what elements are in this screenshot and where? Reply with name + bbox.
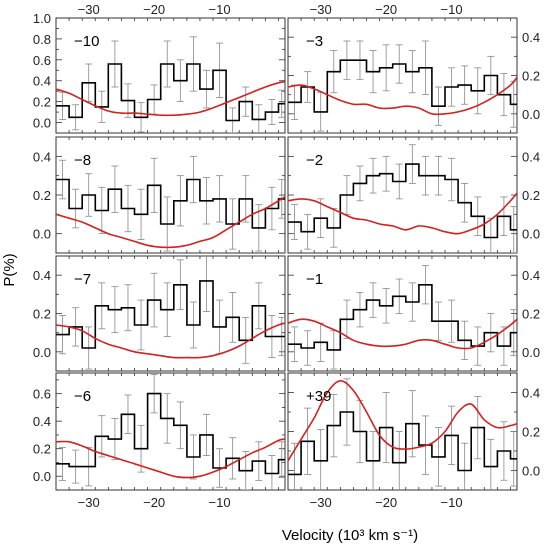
model-flux-curve <box>56 196 285 249</box>
panel-epoch-label: −2 <box>306 152 323 169</box>
x-tick-label-bottom: −30 <box>78 495 100 510</box>
polarization-histogram <box>288 163 517 239</box>
y-tick-label: 0.2 <box>33 442 51 457</box>
y-tick-label: 0.2 <box>33 307 51 322</box>
y-tick-label: 0.0 <box>522 345 540 360</box>
plot-area <box>56 256 285 370</box>
y-tick-label: 0.2 <box>33 188 51 203</box>
plot-area <box>288 144 517 253</box>
y-tick-label: 0.2 <box>522 307 540 322</box>
panels-group: −30 −20 −10 0.0 0.2 0.4 0.6 0.8 1.0 −10 −30 −20 −10 0… <box>33 2 540 510</box>
y-tick-label: 1.0 <box>33 11 51 26</box>
panel-frame <box>55 372 286 491</box>
panel-epoch-label: −8 <box>74 152 91 169</box>
y-tick-label: 0.6 <box>33 53 51 68</box>
plot-area <box>56 373 285 490</box>
y-tick-label: 0.4 <box>522 30 540 45</box>
panel-left-3: 0.0 0.2 0.4 −7 <box>33 255 286 372</box>
plot-area <box>288 378 517 490</box>
plot-area <box>56 36 285 133</box>
y-tick-label: 0.0 <box>522 107 540 122</box>
polarization-histogram <box>56 178 285 229</box>
x-tick-label-top: −30 <box>78 2 100 17</box>
x-tick-label-bottom: −10 <box>209 495 231 510</box>
y-tick-label: 0.6 <box>33 387 51 402</box>
y-tick-label: 0.4 <box>522 386 540 401</box>
panel-right-4: −30 −20 −10 0.0 0.2 0.4 +39 <box>287 372 540 510</box>
plot-area <box>288 265 517 370</box>
x-tick-label-top: −20 <box>143 2 165 17</box>
model-flux-curve <box>288 380 517 462</box>
y-tick-label: 0.2 <box>522 425 540 440</box>
panel-epoch-label: −7 <box>74 271 91 288</box>
polarization-histogram <box>56 63 285 122</box>
x-tick-label-bottom: −10 <box>441 495 463 510</box>
x-axis-title: Velocity (10³ km s⁻¹) <box>282 527 418 544</box>
y-tick-label: 0.2 <box>33 95 51 110</box>
y-tick-label: 0.4 <box>522 149 540 164</box>
y-tick-label: 0.4 <box>33 268 51 283</box>
polarization-histogram <box>56 280 285 349</box>
x-tick-label-bottom: −20 <box>143 495 165 510</box>
y-tick-label: 0.4 <box>33 414 51 429</box>
polarization-histogram <box>56 392 285 475</box>
panel-right-1: −30 −20 −10 0.0 0.2 0.4 −3 <box>287 2 540 134</box>
y-tick-label: 0.0 <box>522 227 540 242</box>
panel-epoch-label: −1 <box>306 271 323 288</box>
panel-left-2: 0.0 0.2 0.4 −8 <box>33 136 286 254</box>
y-tick-label: 0.0 <box>33 227 51 242</box>
plot-area <box>288 40 517 132</box>
x-tick-label-bottom: −30 <box>310 495 332 510</box>
panel-left-1: −30 −20 −10 0.0 0.2 0.4 0.6 0.8 1.0 −10 <box>33 2 286 134</box>
y-axis-title: P(%) <box>1 253 18 286</box>
model-flux-curve <box>288 76 517 116</box>
y-tick-label: 0.4 <box>33 149 51 164</box>
model-flux-curve <box>288 318 517 350</box>
y-tick-label: 0.8 <box>33 32 51 47</box>
x-tick-label-top: −10 <box>209 2 231 17</box>
y-tick-label: 0.0 <box>33 116 51 131</box>
panel-epoch-label: −3 <box>306 33 323 50</box>
panel-right-3: 0.0 0.2 0.4 −1 <box>287 255 540 372</box>
y-tick-label: 0.0 <box>33 345 51 360</box>
y-tick-label: 0.2 <box>522 188 540 203</box>
model-flux-curve <box>56 438 285 479</box>
polarization-histogram <box>288 411 517 476</box>
y-tick-label: 0.4 <box>522 268 540 283</box>
model-flux-curve <box>56 322 285 359</box>
polarization-histogram <box>288 284 517 351</box>
y-tick-label: 0.4 <box>33 74 51 89</box>
panel-right-2: 0.0 0.2 0.4 −2 <box>287 136 540 254</box>
y-tick-label: 0.0 <box>33 469 51 484</box>
x-tick-label-top: −20 <box>375 2 397 17</box>
model-flux-curve <box>56 81 285 117</box>
model-flux-curve <box>288 192 517 235</box>
panel-epoch-label: −6 <box>74 388 91 405</box>
x-tick-label-top: −30 <box>310 2 332 17</box>
polarization-histogram <box>288 59 517 113</box>
y-tick-label: 0.2 <box>522 69 540 84</box>
panel-epoch-label: +39 <box>306 388 331 405</box>
panel-left-4: −30 −20 −10 0.0 0.2 0.4 0.6 −6 <box>33 372 286 510</box>
panel-epoch-label: −10 <box>74 33 99 50</box>
x-tick-label-bottom: −20 <box>375 495 397 510</box>
plot-area <box>56 155 285 252</box>
y-tick-label: 0.0 <box>522 464 540 479</box>
panel-frame <box>55 17 286 134</box>
x-tick-label-top: −10 <box>441 2 463 17</box>
